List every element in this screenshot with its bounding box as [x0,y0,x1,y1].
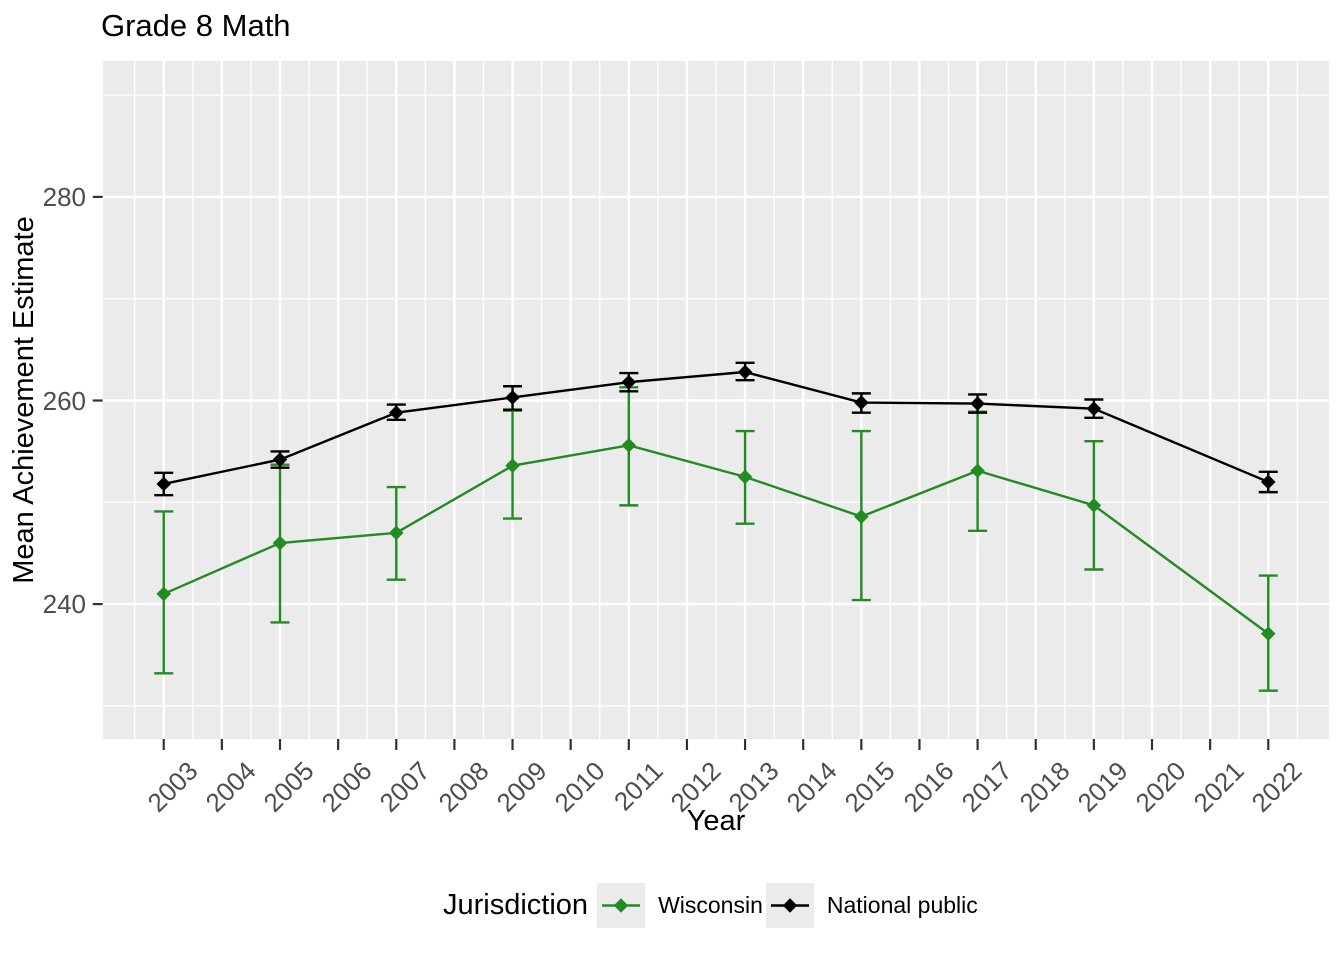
data-point-wisconsin [970,463,985,479]
series-line-wisconsin [163,444,1269,635]
data-point-national-public [1260,474,1276,490]
data-point-national-public [388,405,404,421]
legend-label-national: National public [826,891,978,918]
data-point-wisconsin [1086,498,1102,513]
data-point-national-public [854,395,869,410]
y-tick-label: 240 [42,589,86,620]
legend-key-diamond-icon [782,897,798,913]
data-point-wisconsin [272,535,288,551]
legend-title: Jurisdiction [443,888,589,921]
data-point-wisconsin [505,458,520,473]
data-point-wisconsin [1260,626,1276,641]
data-point-national-public [272,452,288,467]
y-tick-label: 260 [42,385,86,416]
series-line-national-public [163,370,1269,486]
data-point-national-public [621,374,637,390]
data-point-national-public [156,476,172,492]
data-point-wisconsin [388,525,404,541]
legend-key-diamond-icon [613,897,629,913]
data-point-national-public [737,364,753,380]
legend-key-national [765,882,814,928]
data-point-national-public [970,396,985,411]
plot-title: Grade 8 Math [101,8,291,43]
data-point-national-public [505,390,520,405]
y-tick-label: 280 [42,181,86,212]
legend-key-wisconsin [597,882,646,928]
data-point-wisconsin [156,586,172,602]
x-tick-label: 2022 [1088,756,1308,818]
data-point-national-public [1086,401,1102,416]
x-axis-title: Year [686,805,746,837]
data-point-wisconsin [854,509,869,524]
legend-label-wisconsin: Wisconsin [658,891,763,918]
legend: Jurisdiction Wisconsin National public [443,880,978,930]
data-point-wisconsin [737,469,753,485]
data-point-wisconsin [621,438,637,453]
